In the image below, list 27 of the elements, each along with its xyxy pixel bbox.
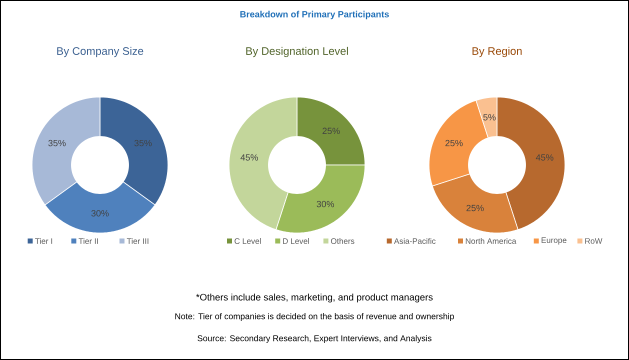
legend-label: Asia-Pacific <box>394 238 436 244</box>
legend-label: North America <box>466 238 516 244</box>
legend-label: Tier I <box>35 238 52 244</box>
legend-label: Europe <box>542 237 566 245</box>
data-label: 5% <box>483 114 496 120</box>
legend-label: Tier II <box>78 238 98 244</box>
legend-label: RoW <box>585 238 602 244</box>
legend-label: C Level <box>234 238 261 244</box>
text: Breakdown of Primary Participants <box>240 10 389 20</box>
text: Note: Tier of companies is decided on the basis of revenue and ownership <box>175 313 454 321</box>
chart-title: By Designation Level <box>246 46 348 58</box>
legend-label: D Level <box>283 238 309 244</box>
source-note: Source: Secondary Research, Expert Interviews, and Analysis <box>198 335 432 343</box>
legend-label: Others <box>330 238 354 244</box>
legend-label: Tier III <box>126 238 148 244</box>
data-label: 25% <box>322 128 340 134</box>
chart-title: By Region <box>472 46 522 58</box>
text: *Others include sales, marketing, and product managers <box>196 294 433 302</box>
data-label: 45% <box>240 154 258 161</box>
chart-title: By Company Size <box>57 46 144 58</box>
data-label: 25% <box>445 140 463 146</box>
data-label: 35% <box>48 140 66 146</box>
data-label: 35% <box>134 140 152 146</box>
data-label: 45% <box>536 154 554 161</box>
data-label: 30% <box>316 200 334 208</box>
data-label: 25% <box>466 204 484 212</box>
data-label: 30% <box>91 210 109 216</box>
